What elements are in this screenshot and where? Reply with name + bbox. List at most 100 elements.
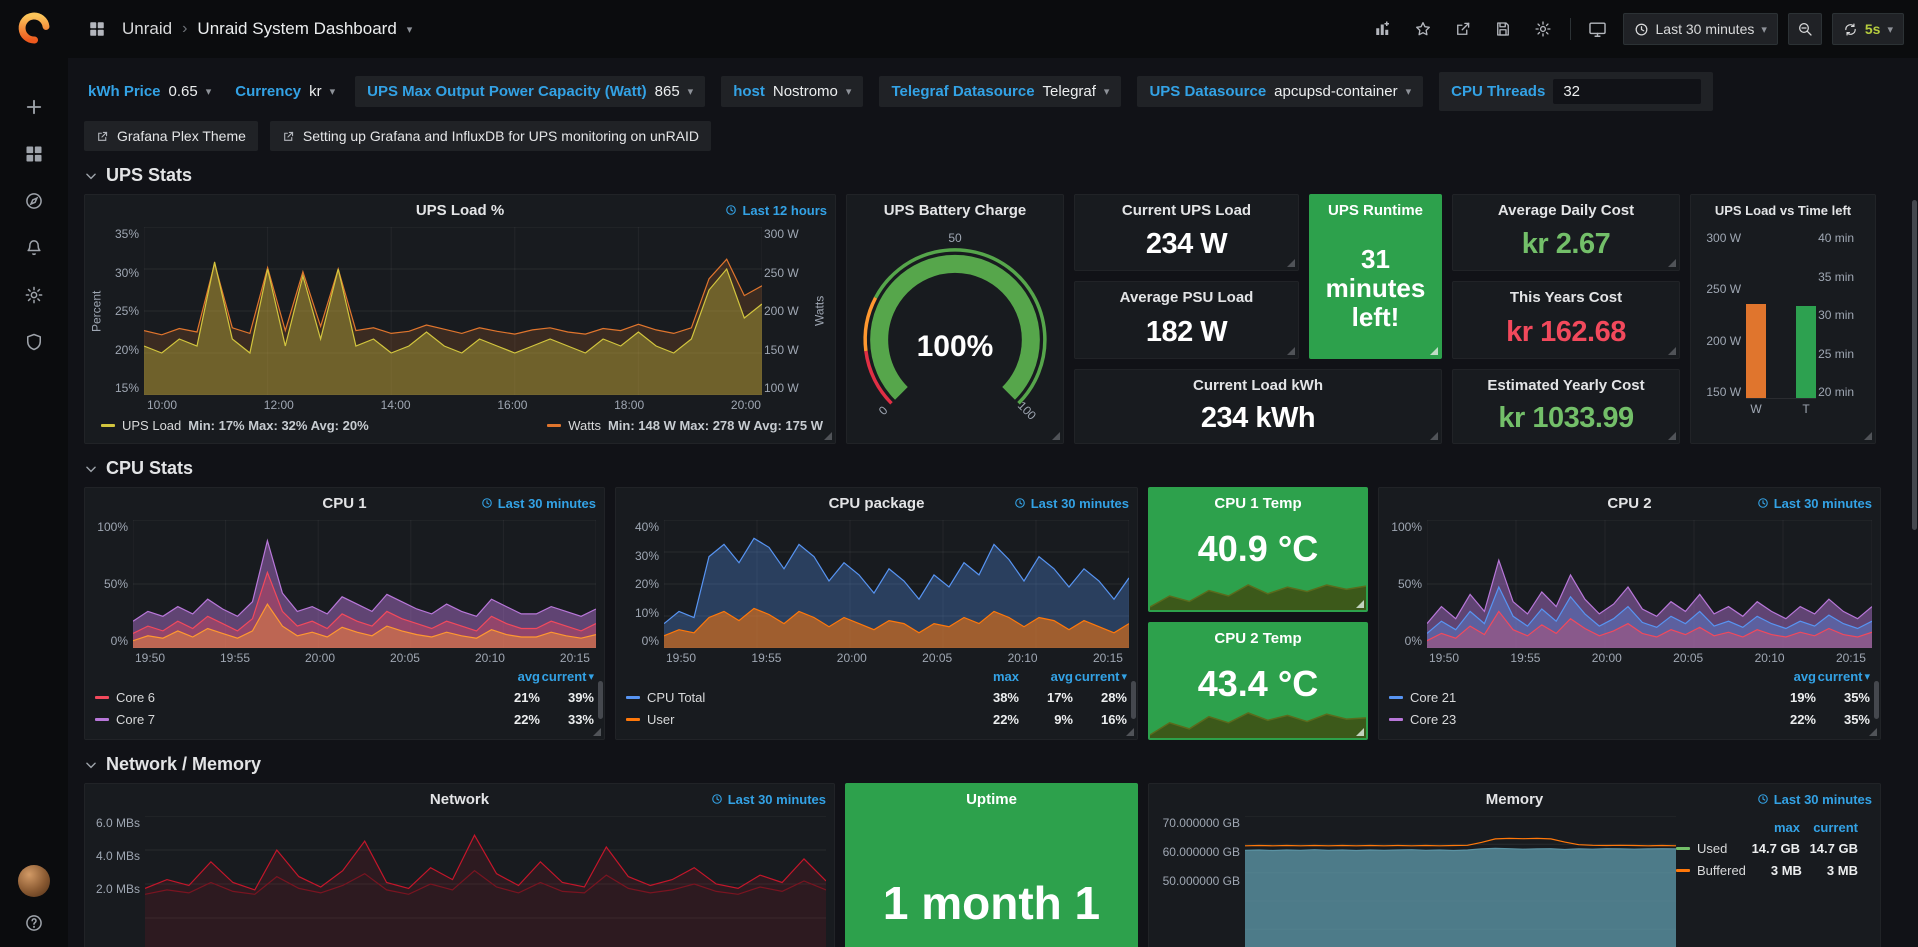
panel-time-range[interactable]: Last 30 minutes (1757, 488, 1872, 518)
section-header-network-memory[interactable]: Network / Memory (84, 754, 1900, 775)
admin-shield-icon[interactable] (24, 332, 44, 352)
panel-time-range[interactable]: Last 30 minutes (711, 784, 826, 814)
cpu-package-chart[interactable] (663, 519, 1130, 649)
settings-icon[interactable] (1528, 14, 1558, 44)
legend-series[interactable]: Used (1676, 841, 1742, 856)
panel-header[interactable]: Uptime (846, 784, 1137, 814)
add-panel-icon[interactable] (1368, 14, 1398, 44)
legend-series[interactable]: Core 21 (1389, 690, 1762, 705)
variable-telegraf-datasource[interactable]: Telegraf Datasource Telegraf ▾ (879, 76, 1122, 107)
dashboard-title[interactable]: Unraid System Dashboard (197, 19, 397, 38)
legend-series[interactable]: Core 23 (1389, 712, 1762, 727)
variable-currency[interactable]: Currency kr ▾ (231, 76, 339, 107)
bar-chart[interactable]: 300 W 250 W 200 W 150 W W T 40 min 35 min 30 … (1691, 225, 1875, 443)
user-avatar[interactable] (18, 865, 50, 897)
panel-time-range[interactable]: Last 30 minutes (1014, 488, 1129, 518)
legend-col-current[interactable]: current ▾ (1817, 669, 1870, 684)
dashboards-icon[interactable] (24, 144, 44, 164)
panel-header[interactable]: CPU 1 Temp (1149, 488, 1367, 518)
cpu-stats-row: CPU 1 Last 30 minutes 100% 50% 0% 19:50 19:… (84, 487, 1900, 740)
alerting-icon[interactable] (24, 238, 44, 258)
panel-header[interactable]: CPU 2 Temp (1149, 623, 1367, 653)
create-icon[interactable] (24, 97, 44, 117)
panel-header[interactable]: Average PSU Load (1075, 282, 1298, 312)
panel-header[interactable]: Current UPS Load (1075, 195, 1298, 225)
panel-header[interactable]: UPS Battery Charge (847, 195, 1063, 225)
panel-header[interactable]: UPS Runtime (1310, 195, 1441, 225)
panel-header[interactable]: Memory Last 30 minutes (1149, 784, 1880, 814)
apps-grid-icon[interactable] (82, 14, 112, 44)
page-scrollbar-thumb[interactable] (1912, 200, 1917, 530)
legend-series-name[interactable]: Watts (568, 418, 601, 433)
bar-watts[interactable] (1746, 304, 1767, 398)
link-grafana-plex-theme[interactable]: Grafana Plex Theme (84, 121, 258, 151)
variable-ups-datasource[interactable]: UPS Datasource apcupsd-container ▾ (1137, 76, 1424, 107)
legend-series[interactable]: User (626, 712, 965, 727)
legend-series[interactable]: Buffered (1676, 863, 1746, 878)
legend-series[interactable]: Core 7 (95, 712, 486, 727)
legend-scrollbar[interactable] (1131, 681, 1136, 719)
dashboard-caret-icon[interactable]: ▾ (406, 23, 413, 36)
star-icon[interactable] (1408, 14, 1438, 44)
breadcrumb-app[interactable]: Unraid (122, 19, 173, 38)
save-icon[interactable] (1488, 14, 1518, 44)
breadcrumb-separator: › (182, 20, 188, 37)
panel-header[interactable]: Network Last 30 minutes (85, 784, 834, 814)
legend-col-avg[interactable]: avg (517, 669, 540, 684)
legend-series-name[interactable]: UPS Load (122, 418, 182, 433)
legend-col-avg[interactable]: avg (1793, 669, 1816, 684)
configuration-icon[interactable] (24, 285, 44, 305)
memory-chart[interactable] (1244, 815, 1677, 947)
time-range-picker[interactable]: Last 30 minutes ▾ (1622, 13, 1778, 45)
zoom-out-button[interactable] (1787, 13, 1822, 45)
legend-col-max[interactable]: max (992, 669, 1019, 684)
time-range-label: Last 30 minutes (1030, 495, 1129, 511)
clock-icon (481, 498, 492, 508)
panel-header[interactable]: Estimated Yearly Cost (1453, 370, 1679, 400)
network-chart[interactable] (144, 815, 827, 947)
panel-title: UPS Runtime (1327, 201, 1423, 219)
panel-time-range[interactable]: Last 12 hours (725, 195, 827, 225)
explore-icon[interactable] (24, 191, 44, 211)
panel-header[interactable]: This Years Cost (1453, 282, 1679, 312)
cpu-threads-input[interactable] (1553, 79, 1702, 104)
legend-col-current[interactable]: current ▾ (1074, 669, 1127, 684)
legend-col-current[interactable]: current (1813, 820, 1858, 835)
panel-header[interactable]: CPU 1 Last 30 minutes (85, 488, 604, 518)
legend-col-max[interactable]: max (1773, 820, 1800, 835)
panel-header[interactable]: CPU 2 Last 30 minutes (1379, 488, 1880, 518)
chevron-down-icon (86, 173, 96, 179)
legend-scrollbar[interactable] (1874, 681, 1879, 719)
panel-time-range[interactable]: Last 30 minutes (481, 488, 596, 518)
cycle-view-icon[interactable] (1583, 14, 1613, 44)
section-header-ups-stats[interactable]: UPS Stats (84, 165, 1900, 186)
cpu2-chart[interactable] (1426, 519, 1873, 649)
ups-load-chart[interactable] (143, 226, 763, 396)
panel-time-range[interactable]: Last 30 minutes (1757, 784, 1872, 814)
battery-gauge[interactable]: 0 50 100 100% (847, 227, 1063, 432)
legend-row: Core 23 22% 35% (1389, 708, 1870, 730)
legend-scrollbar[interactable] (598, 681, 603, 719)
share-icon[interactable] (1448, 14, 1478, 44)
link-ups-monitoring-guide[interactable]: Setting up Grafana and InfluxDB for UPS … (269, 121, 712, 151)
cpu1-chart[interactable] (132, 519, 597, 649)
variable-host[interactable]: host Nostromo ▾ (721, 76, 864, 107)
legend-col-current[interactable]: current ▾ (541, 669, 594, 684)
help-icon[interactable] (24, 913, 44, 933)
legend-series[interactable]: CPU Total (626, 690, 965, 705)
panel-header[interactable]: CPU package Last 30 minutes (616, 488, 1137, 518)
panel-header[interactable]: UPS Load % Last 12 hours (85, 195, 835, 225)
grafana-logo[interactable] (16, 10, 52, 51)
legend-col-avg[interactable]: avg (1050, 669, 1073, 684)
panel-title: Average PSU Load (1119, 288, 1254, 306)
refresh-button[interactable]: 5s ▾ (1831, 13, 1904, 45)
bar-time-left[interactable] (1796, 306, 1817, 398)
variable-ups-max-output[interactable]: UPS Max Output Power Capacity (Watt) 865… (355, 76, 706, 107)
legend-series[interactable]: Core 6 (95, 690, 486, 705)
panel-header[interactable]: UPS Load vs Time left (1691, 195, 1875, 225)
variable-kwh-price[interactable]: kWh Price 0.65 ▾ (84, 76, 215, 107)
section-header-cpu-stats[interactable]: CPU Stats (84, 458, 1900, 479)
panel-header[interactable]: Average Daily Cost (1453, 195, 1679, 225)
panel-header[interactable]: Current Load kWh (1075, 370, 1441, 400)
